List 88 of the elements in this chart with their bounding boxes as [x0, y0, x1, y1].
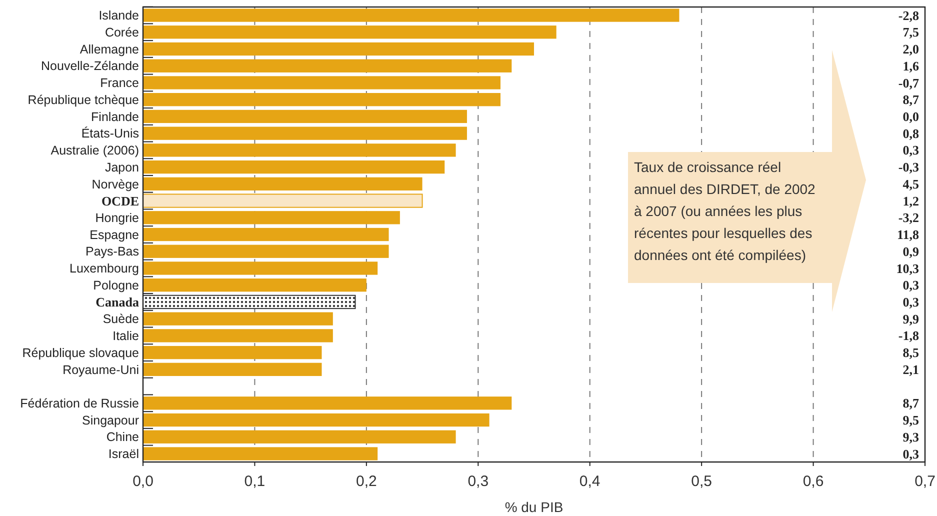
annotation: 10,3 [896, 260, 920, 276]
annotation: 9,5 [902, 412, 920, 428]
annotation: 9,9 [902, 311, 920, 326]
y-tick-label: Hongrie [95, 211, 140, 226]
y-tick-label: Finlande [91, 110, 140, 124]
y-tick-label: Fédération de Russie [20, 396, 140, 411]
bar [143, 396, 512, 410]
y-tick-label: Pays-Bas [86, 244, 139, 259]
bar [143, 160, 445, 174]
bar [143, 346, 322, 360]
annotation: 0,3 [902, 142, 920, 158]
y-tick-label: France [100, 76, 140, 90]
bar [143, 430, 456, 444]
y-tick-label: Allemagne [80, 42, 140, 56]
annotation: 1,2 [902, 193, 919, 208]
x-tick-label: 0,7 [914, 473, 936, 490]
annotation: -0,7 [898, 75, 920, 90]
y-tick-label: Pologne [93, 278, 140, 292]
x-tick-label: 0,3 [468, 473, 489, 490]
y-tick-label: Espagne [90, 228, 140, 242]
bar [143, 329, 333, 342]
bar [143, 362, 322, 376]
bar [143, 413, 490, 427]
bar [143, 177, 422, 190]
annotation: -2,8 [898, 8, 920, 23]
x-axis-title: % du PIB [504, 499, 564, 515]
y-tick-label: Israël [108, 447, 139, 462]
annotation: Taux de croissance réel annuel des DIRDET, de 2002 à 2007 (ou années les plus récentes pour lesquelles des données ont été compilées) [634, 159, 816, 263]
annotation: 1,6 [902, 58, 920, 74]
annotation: 4,5 [902, 176, 920, 192]
bar [142, 194, 423, 208]
annotation: 0,3 [902, 278, 920, 293]
y-tick-label: Italie [112, 329, 140, 344]
y-tick-label: Suède [102, 312, 140, 326]
y-tick-label: États-Unis [81, 126, 139, 141]
x-tick-label: 0,2 [356, 473, 377, 490]
bar [143, 76, 500, 90]
annotation: -0,3 [898, 160, 920, 175]
annotation: 8,7 [902, 92, 920, 108]
annotation: 0,3 [902, 294, 920, 310]
bar [143, 42, 534, 56]
bar [143, 110, 467, 124]
y-tick-label: Canada [96, 294, 140, 310]
annotation: 2,1 [902, 362, 919, 377]
bar [143, 244, 389, 258]
x-tick-label: 0,4 [579, 473, 600, 490]
annotation: 9,3 [902, 429, 920, 444]
x-tick-label: 0,0 [132, 473, 154, 490]
annotation: 7,5 [902, 24, 920, 40]
bar [143, 144, 456, 157]
y-tick-label: Japon [104, 160, 140, 174]
annotation: 8,7 [902, 396, 920, 411]
y-tick-label: Chine [106, 430, 140, 444]
bar [143, 8, 680, 22]
y-tick-label: Australie (2006) [50, 144, 139, 158]
y-tick-label: Norvège [92, 177, 140, 192]
y-tick-label: République tchèque [28, 92, 140, 107]
annotation: 0,8 [902, 126, 920, 141]
y-tick-label: République slovaque [22, 346, 140, 360]
bar [143, 447, 378, 460]
y-tick-label: OCDE [101, 193, 139, 208]
bar [142, 294, 356, 310]
bar [143, 59, 512, 72]
bar [143, 93, 500, 106]
bar [143, 26, 556, 39]
y-tick-label: Corée [104, 26, 140, 40]
bar [143, 312, 333, 326]
annotation: 0,3 [902, 446, 920, 462]
x-tick-label: 0,5 [691, 473, 712, 490]
x-tick-label: 0,6 [802, 473, 824, 490]
annotation: 2,0 [902, 42, 919, 57]
y-tick-label: Luxembourg [70, 262, 140, 276]
bar [143, 278, 366, 292]
annotation: 0,0 [902, 109, 919, 124]
bar [143, 262, 378, 275]
annotation: 0,9 [902, 244, 920, 259]
bar [143, 211, 400, 224]
bar [143, 126, 467, 140]
y-tick-label: Nouvelle-Zélande [41, 59, 140, 74]
annotation: 11,8 [896, 227, 920, 242]
y-tick-label: Royaume-Uni [62, 362, 139, 377]
x-tick-label: 0,1 [244, 473, 266, 490]
y-tick-label: Singapour [82, 413, 139, 428]
bar [143, 228, 389, 242]
annotation: 8,5 [902, 345, 920, 360]
annotation: -3,2 [898, 210, 919, 226]
annotation: -1,8 [898, 328, 920, 344]
y-tick-label: Islande [98, 8, 140, 23]
